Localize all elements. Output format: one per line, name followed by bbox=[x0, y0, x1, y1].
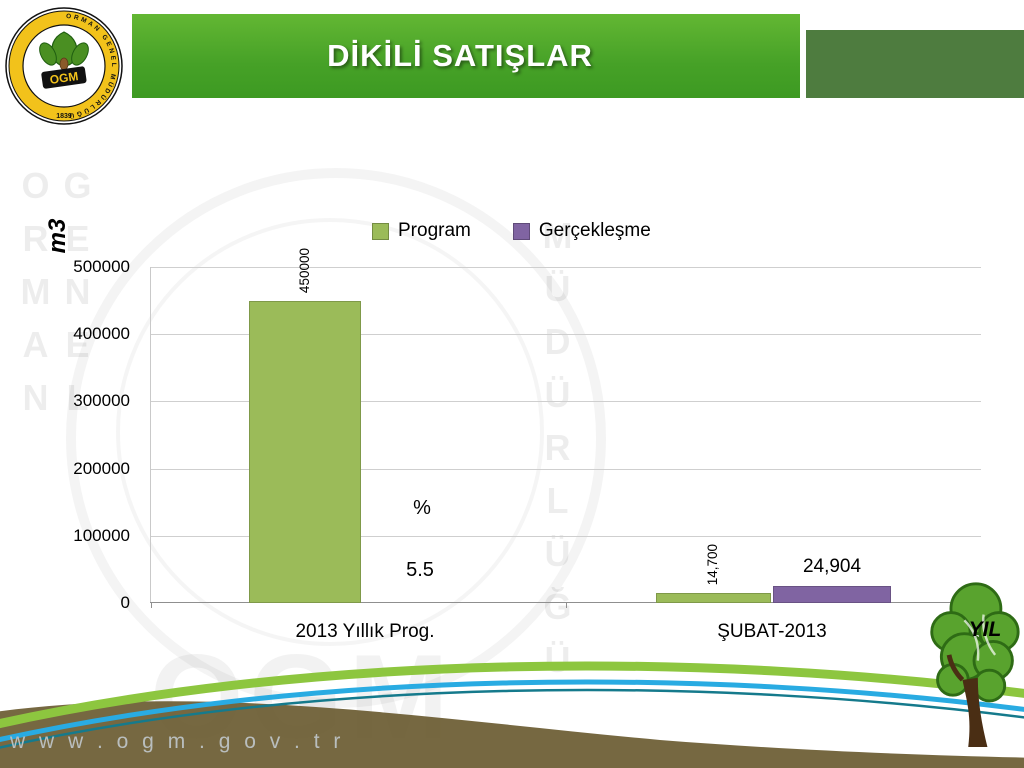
percent-annotation-value: 5.5 bbox=[406, 559, 434, 581]
bar-program-2013 bbox=[249, 300, 361, 603]
y-tick-label: 500000 bbox=[73, 257, 130, 276]
gridline bbox=[151, 535, 981, 537]
gridline bbox=[151, 267, 981, 268]
y-tick-label: 300000 bbox=[73, 391, 130, 411]
x-axis-line bbox=[150, 602, 981, 603]
bar-value-label-24904: 24,904 bbox=[802, 556, 862, 578]
y-tick-label: 0 bbox=[120, 593, 130, 612]
chart-legend: Program Gerçekleşme bbox=[372, 220, 651, 242]
legend-label-gerceklesme: Gerçekleşme bbox=[538, 220, 651, 241]
x-axis-tick bbox=[566, 603, 567, 608]
logo-area: ORMAN GENEL MÜDÜRLÜĞÜ OGM 1839 bbox=[0, 0, 132, 132]
tree-trunk bbox=[962, 677, 988, 748]
y-axis-title: m3 bbox=[44, 218, 71, 254]
logo-year: 1839 bbox=[56, 113, 72, 120]
title-banner: DİKİLİ SATIŞLAR bbox=[0, 14, 800, 98]
watermark-text-right: MÜDÜRLÜĞÜ bbox=[537, 215, 578, 692]
slide-title: DİKİLİ SATIŞLAR bbox=[327, 38, 593, 73]
gridline bbox=[151, 334, 981, 336]
y-axis-tick-labels: 500000 400000 300000 200000 100000 0 bbox=[52, 257, 138, 612]
svg-text:OGM: OGM bbox=[49, 69, 79, 87]
x-category-subat-2013: ŞUBAT-2013 bbox=[717, 621, 827, 642]
legend-swatch-program bbox=[372, 222, 389, 240]
legend-label-program: Program bbox=[398, 220, 471, 241]
y-tick-label: 200000 bbox=[73, 458, 130, 478]
bar-value-label-14700: 14,700 bbox=[705, 543, 720, 586]
percent-annotation-sign: % bbox=[413, 497, 431, 519]
x-axis-tick bbox=[980, 603, 981, 608]
logo-ogm-banner: OGM bbox=[41, 66, 87, 89]
gridline bbox=[151, 468, 981, 470]
watermark-emblem-inner-circle bbox=[116, 218, 544, 646]
y-tick-label: 400000 bbox=[73, 324, 130, 344]
bar-gerceklesme-subat bbox=[773, 586, 891, 603]
x-axis-title: YIL bbox=[968, 618, 1002, 641]
tree-branch bbox=[946, 654, 965, 682]
logo-oak-leaves bbox=[39, 31, 89, 71]
bar-program-subat bbox=[656, 593, 771, 603]
x-axis-tick bbox=[151, 603, 152, 608]
y-tick-label: 100000 bbox=[73, 525, 130, 545]
banner-right-block bbox=[806, 30, 1024, 98]
footer-url: w w w . o g m . g o v . t r bbox=[10, 730, 345, 753]
gridline bbox=[151, 401, 981, 403]
bar-value-label-450000: 450000 bbox=[297, 247, 312, 293]
watermark-text-left: ORMAN GENEL bbox=[15, 165, 98, 430]
legend-swatch-gerceklesme bbox=[512, 222, 530, 240]
plot-area: 450000 14,700 24,904 % 5.5 bbox=[150, 248, 981, 608]
ogm-logo: ORMAN GENEL MÜDÜRLÜĞÜ OGM 1839 bbox=[5, 7, 123, 125]
x-category-2013-yillik-prog: 2013 Yıllık Prog. bbox=[295, 621, 435, 642]
